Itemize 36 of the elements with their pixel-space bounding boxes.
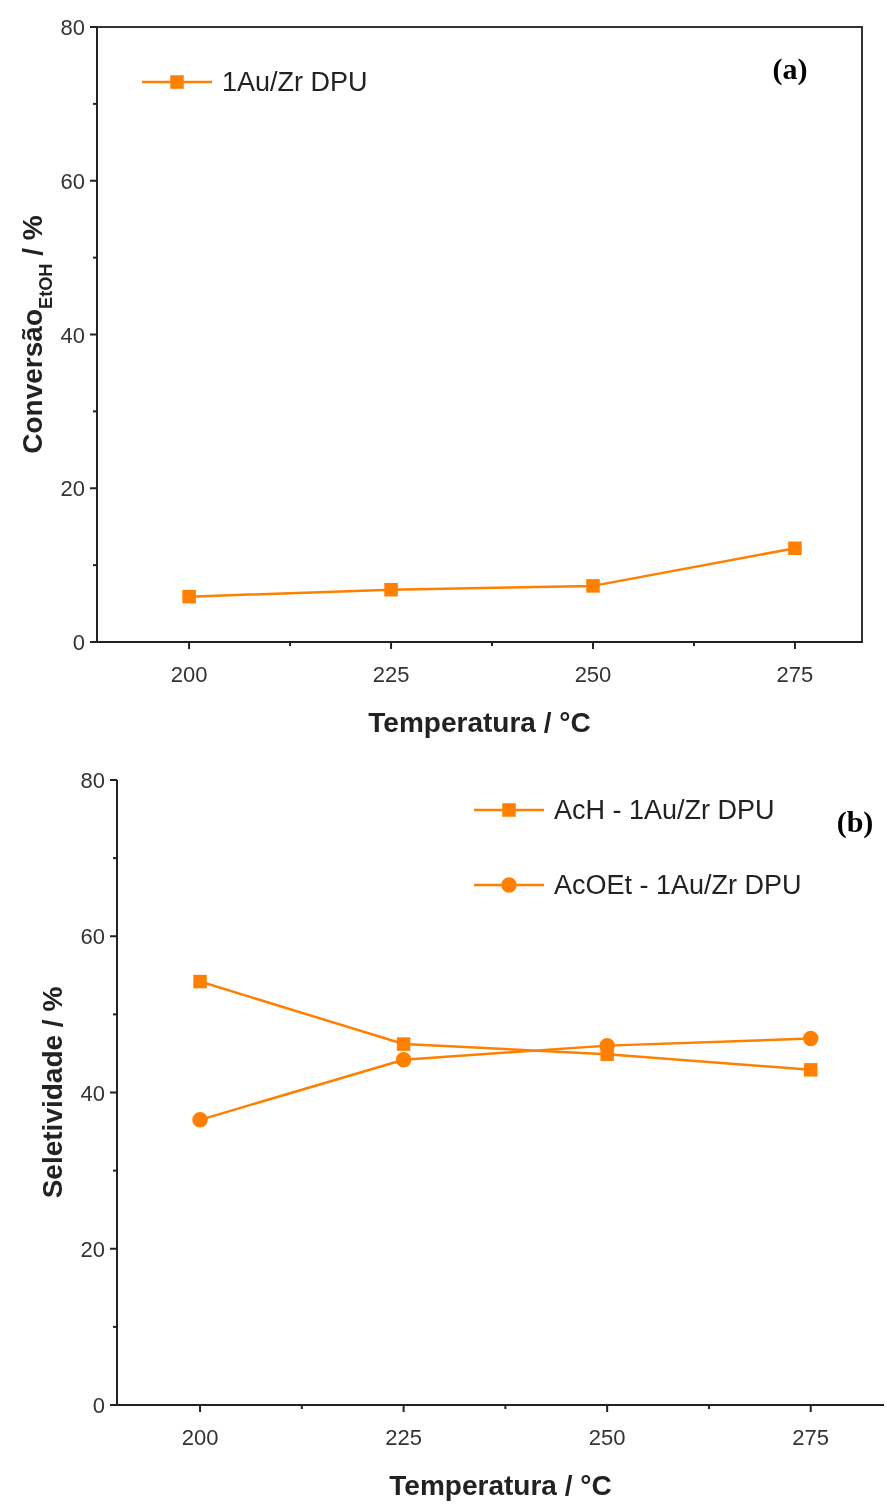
y-tick-label: 40	[80, 1080, 105, 1106]
y-tick-label: 20	[60, 476, 85, 502]
y-tick-label: 0	[72, 630, 85, 655]
legend-label: 1Au/Zr DPU	[222, 67, 368, 97]
text: (a)	[772, 52, 808, 86]
x-tick-label: 275	[776, 662, 814, 687]
y-tick-label: 80	[80, 768, 105, 793]
x-axis-title: Temperatura / °C	[368, 707, 591, 738]
x-tick-label: 225	[372, 662, 410, 687]
legend-label: AcOEt - 1Au/Zr DPU	[554, 870, 802, 900]
x-tick-label: 250	[588, 1425, 626, 1450]
y-tick-label: 20	[80, 1236, 105, 1262]
y-tick-label: 0	[92, 1393, 105, 1418]
x-tick-label: 275	[792, 1425, 830, 1450]
y-tick-label: 80	[60, 15, 85, 40]
text: (b)	[836, 805, 874, 839]
point	[802, 1030, 819, 1047]
x-tick-label: 250	[574, 662, 612, 687]
legend-label: AcH - 1Au/Zr DPU	[554, 795, 775, 825]
x-axis-title: Temperatura / °C	[389, 1470, 612, 1501]
point	[192, 1112, 208, 1128]
y-tick-label: 60	[60, 168, 85, 194]
point	[182, 589, 196, 604]
y-tick-label: 60	[80, 924, 105, 950]
x-tick-label: 200	[170, 662, 208, 687]
point	[395, 1051, 412, 1068]
point	[586, 579, 600, 593]
x-tick-label: 225	[385, 1425, 422, 1450]
x-tick-label: 200	[181, 1425, 219, 1450]
y-tick-label: 40	[60, 322, 85, 348]
point	[193, 974, 207, 989]
point	[788, 541, 802, 555]
point	[803, 1063, 818, 1077]
y-axis-title: Seletividade / %	[37, 986, 68, 1199]
point	[384, 582, 398, 597]
point	[396, 1037, 411, 1051]
